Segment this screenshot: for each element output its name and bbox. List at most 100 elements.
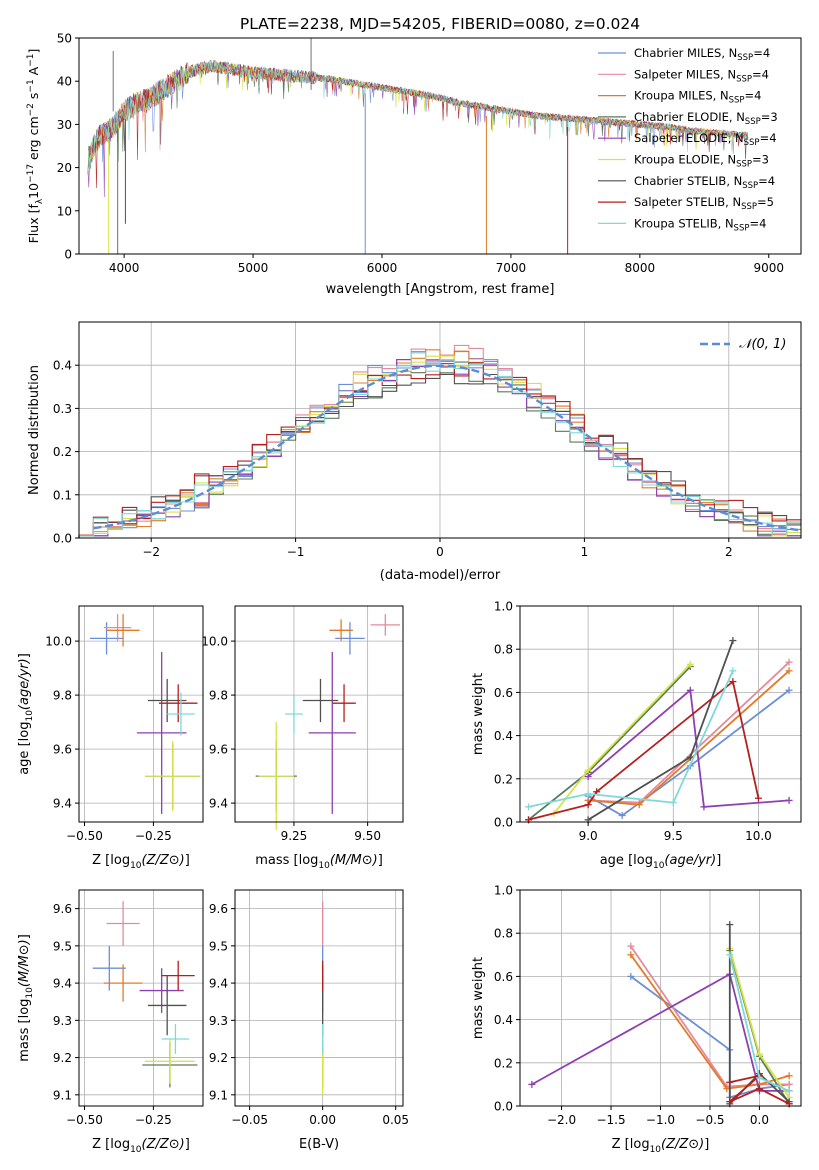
label-part: age [log [600, 853, 653, 868]
legend-entry: Salpeter STELIB, NSSP=5 [634, 195, 774, 212]
label-part: −2 [26, 103, 36, 116]
axes-frame [234, 605, 404, 823]
x-tick-label: 4000 [109, 261, 140, 275]
plot-area [525, 637, 793, 824]
y-tick-label: 0.6 [494, 970, 513, 984]
plot-area [92, 901, 198, 1088]
weight-marker [686, 660, 694, 668]
legend-entry: Salpeter MILES, NSSP=4 [634, 67, 769, 84]
legend-label: SSP [736, 74, 752, 84]
y-tick-label: 9.6 [209, 902, 228, 916]
x-axis-label: mass [log10(M/M⊙)] [255, 853, 383, 871]
legend-label: SSP [734, 223, 750, 233]
y-axis-label: mass weight [471, 957, 486, 1039]
x-tick-label: 1 [581, 545, 589, 559]
legend-label: =4 [749, 216, 766, 230]
axes-frame [519, 605, 802, 823]
legend-entry: Kroupa MILES, NSSP=4 [634, 89, 761, 106]
label-part: mass [log [255, 853, 318, 868]
x-tick-label: −1.0 [646, 1113, 675, 1127]
error-bar-point [161, 960, 195, 991]
mass-vs-Z-panel: −0.50 −0.259.19.29.39.49.59.6Z [log10(Z/Z… [17, 889, 204, 1155]
weight-marker [686, 753, 694, 761]
legend-label: N [732, 195, 741, 209]
x-tick-label: 0.00 [309, 1113, 336, 1127]
weight-marker [627, 972, 635, 980]
label-part: (Z/Z⊙) [661, 1137, 704, 1152]
legend-label: N [725, 216, 734, 230]
legend-entry: 𝒩(0, 1) [739, 337, 786, 352]
y-tick-label: 0.8 [494, 643, 513, 657]
y-tick-label: 30 [57, 118, 72, 132]
legend-label: Salpeter MILES, [634, 67, 727, 81]
label-part: ] [185, 1137, 190, 1152]
label-part: ] [716, 853, 721, 868]
gaussian-curve [93, 364, 802, 532]
x-tick-label: 8000 [625, 261, 656, 275]
mass-vs-EBV-panel: −0.05 0.00 0.05 9.1 9.2 9.3 9.4 9.5 9.6 E(B-V) [209, 889, 409, 1152]
gridlines [235, 606, 403, 822]
legend-label: N [729, 46, 738, 60]
y-tick-label: 0.2 [53, 445, 72, 459]
x-tick-label: 9.0 [579, 829, 598, 843]
weight-marker [785, 1072, 793, 1080]
y-tick-label: 0.2 [494, 1056, 513, 1070]
y-tick-label: 0 [64, 248, 72, 262]
label-part: 10 [25, 987, 35, 999]
x-tick-label: −0.50 [66, 1113, 103, 1127]
plot-area [528, 921, 793, 1108]
label-part: −1 [26, 54, 36, 67]
label-part: A [26, 66, 41, 79]
legend-entry: Salpeter ELODIE, NSSP=4 [634, 131, 777, 148]
x-tick-label: 0.05 [382, 1113, 409, 1127]
axes-frame [78, 605, 204, 823]
legend-label: Kroupa STELIB, [634, 216, 725, 230]
legend-label: =4 [752, 67, 769, 81]
y-tick-label: 9.1 [53, 1088, 72, 1102]
axes: 9.25 9.50 9.4 9.6 9.8 10.0 mass [log10(M/M⊙)] [201, 605, 404, 871]
weight-marker [754, 794, 762, 802]
legend-label: =5 [757, 195, 774, 209]
legend-label: N [735, 131, 744, 145]
error-bar-point [308, 651, 356, 814]
error-bar-point [147, 975, 187, 1036]
gridlines [79, 890, 203, 1106]
weight-marker [635, 801, 643, 809]
weight-marker [726, 921, 734, 929]
legend-label: =4 [744, 89, 761, 103]
weight-marker [785, 796, 793, 804]
x-axis-label: Z [log10(Z/Z⊙)] [92, 1137, 190, 1155]
y-axis-label: mass weight [471, 673, 486, 755]
y-tick-label: 0.3 [53, 402, 72, 416]
axes-frame [78, 37, 802, 255]
weight-marker [584, 766, 592, 774]
error-bar-point [302, 678, 339, 723]
axes: −0.05 0.00 0.05 9.1 9.2 9.3 9.4 9.5 9.6 E(B-V) [209, 889, 409, 1152]
y-tick-label: 0.4 [494, 729, 513, 743]
legend-label: =3 [752, 153, 769, 167]
legend-label: SSP [745, 117, 761, 127]
error-bar-point [106, 614, 140, 647]
legend-label: N [736, 110, 745, 124]
gridlines [235, 890, 403, 1106]
y-axis-label: mass [log10(M/M⊙)] [17, 934, 35, 1062]
label-part: 10 [130, 861, 142, 871]
label-part: mass [log [17, 999, 32, 1062]
plot-area [87, 38, 749, 254]
legend-label: N [727, 67, 736, 81]
label-part: ] [704, 1137, 709, 1152]
weight-vs-age-panel: 9.0 9.5 10.0 0.0 0.2 0.4 0.6 0.8 1.0 age [log10(a… [471, 600, 802, 871]
label-part: ] [17, 934, 32, 939]
legend-label: Chabrier ELODIE, [634, 110, 736, 124]
legend-label: =3 [761, 110, 778, 124]
error-bar-point [370, 614, 401, 636]
x-axis-label: (data-model)/error [380, 568, 501, 583]
y-tick-label: 20 [57, 161, 72, 175]
weight-marker [726, 1078, 734, 1086]
age-vs-Z-panel: −0.50 −0.259.49.69.810.0Z [log10(Z/Z⊙)]ag… [17, 605, 204, 871]
y-tick-label: 9.1 [209, 1088, 228, 1102]
y-tick-label: 9.4 [209, 797, 228, 811]
label-part: λ [35, 198, 45, 204]
error-bar-point [167, 692, 195, 736]
label-part: (Z/Z⊙) [142, 1137, 185, 1152]
